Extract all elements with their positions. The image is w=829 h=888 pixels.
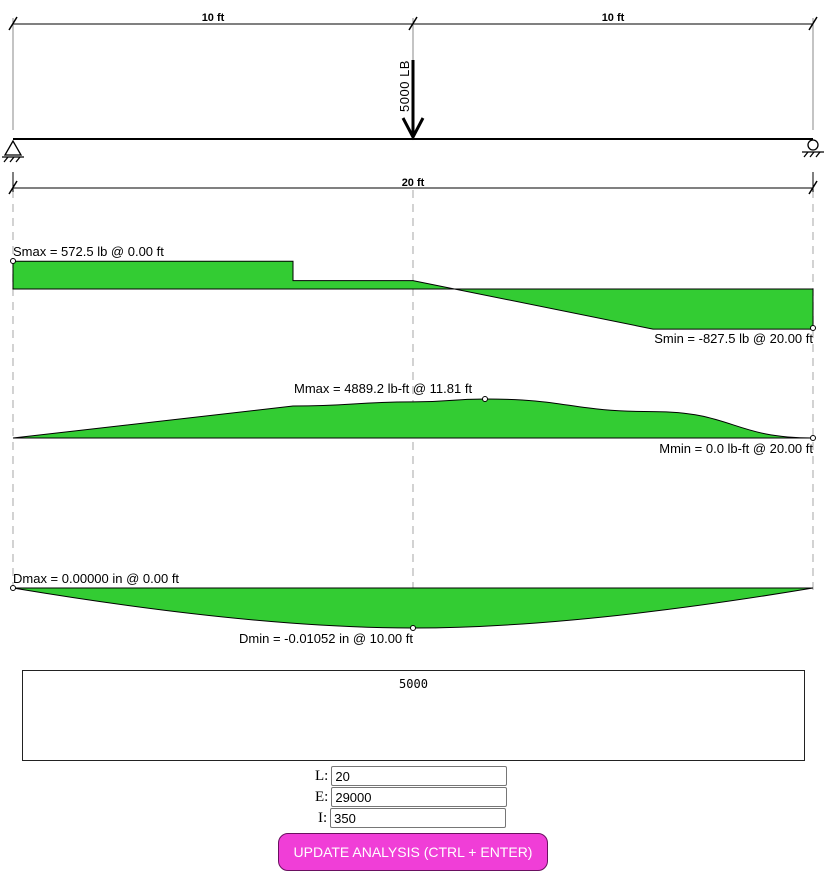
load-label: 5000 LB [397, 60, 412, 112]
shear-min-marker [810, 325, 816, 331]
shear-min-label: Smin = -827.5 lb @ 20.00 ft [654, 331, 813, 346]
param-label-e: E: [315, 788, 329, 805]
shear-diagram-fill [12, 260, 814, 330]
moment-diagram-fill [12, 398, 814, 439]
modulus-input[interactable] [331, 787, 508, 807]
load-arrow [401, 60, 425, 141]
moment-max-marker [482, 396, 488, 402]
pin-support-icon [2, 139, 24, 163]
deflection-min-marker [410, 625, 416, 631]
load-input[interactable]: 5000 [22, 670, 805, 761]
dim-label-total: 20 ft [402, 177, 425, 189]
shear-max-marker [10, 258, 16, 264]
shear-max-label: Smax = 572.5 lb @ 0.00 ft [13, 244, 164, 259]
param-label-i: I: [318, 809, 328, 826]
deflection-diagram-fill [12, 587, 814, 629]
dim-label-segment-1: 10 ft [202, 12, 225, 24]
deflection-max-label: Dmax = 0.00000 in @ 0.00 ft [13, 571, 179, 586]
top-dimension [8, 16, 818, 130]
moment-min-label: Mmin = 0.0 lb-ft @ 20.00 ft [659, 441, 813, 456]
bottom-dimension [8, 172, 818, 195]
guide-lines [12, 190, 814, 628]
param-row-i: I: [318, 808, 507, 828]
param-row-e: E: [315, 787, 508, 807]
length-input[interactable] [331, 766, 508, 786]
moment-min-marker [810, 435, 816, 441]
beam-diagram: 10 ft 10 ft 5000 LB 20 ft Smax = 572.5 l… [2, 12, 824, 646]
param-row-l: L: [315, 766, 508, 786]
inertia-input[interactable] [330, 808, 507, 828]
roller-support-icon [802, 139, 824, 158]
param-label-l: L: [315, 767, 329, 784]
update-analysis-button[interactable]: UPDATE ANALYSIS (CTRL + ENTER) [278, 833, 548, 871]
deflection-max-marker [10, 585, 16, 591]
moment-max-label: Mmax = 4889.2 lb-ft @ 11.81 ft [294, 381, 472, 396]
dim-label-segment-2: 10 ft [602, 12, 625, 24]
deflection-min-label: Dmin = -0.01052 in @ 10.00 ft [239, 631, 413, 646]
